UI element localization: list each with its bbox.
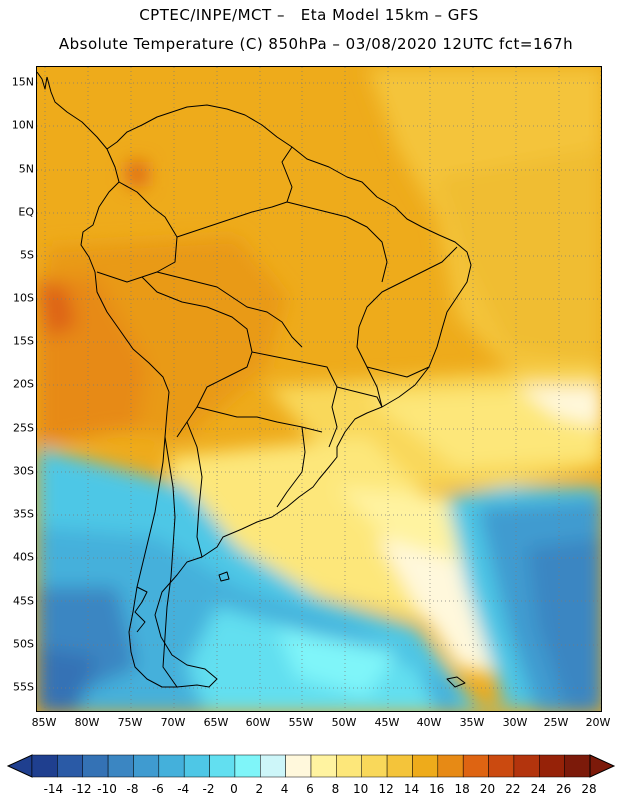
colorbar-tick-label: -4 [177,782,190,796]
colorbar-tick-label: -14 [43,782,64,796]
colorbar-tick-label: -8 [126,782,139,796]
colorbar-tick-label: 16 [429,782,445,796]
map-title-line2: Absolute Temperature (C) 850hPa – 03/08/… [58,35,574,53]
colorbar-cell [386,754,413,778]
lon-label-50w: 50W [331,716,357,729]
colorbar-cell [310,754,337,778]
lat-label-20s: 20S [13,377,34,391]
colorbar-cell [31,754,58,778]
lat-label-eq: EQ [18,205,34,219]
colorbar-tick-label: 12 [378,782,394,796]
colorbar-cell [412,754,439,778]
lat-label-50s: 50S [13,637,34,651]
lon-label-85w: 85W [31,716,57,729]
colorbar-cell [82,754,109,778]
colorbar-tick-label: -6 [151,782,164,796]
colorbar-tick-label: 10 [353,782,369,796]
colorbar-tick-label: 22 [505,782,521,796]
lon-label-45w: 45W [374,716,400,729]
lat-label-10s: 10S [13,291,34,305]
colorbar-cell [488,754,515,778]
colorbar-tick-label: 4 [280,782,289,796]
lat-label-15n: 15N [11,75,34,89]
colorbar-tick-label: 28 [581,782,597,796]
colorbar-cell [462,754,489,778]
lon-label-25w: 25W [543,716,569,729]
lat-label-10n: 10N [11,118,34,132]
colorbar-tick-label: 14 [403,782,420,796]
colorbar-cell [107,754,134,778]
lat-label-30s: 30S [13,464,34,478]
colorbar-cell [513,754,540,778]
lon-label-40w: 40W [416,716,442,729]
colorbar-cells [31,754,591,778]
colorbar-high-arrow [589,754,616,778]
lon-label-70w: 70W [160,716,186,729]
colorbar-tick-label: -10 [97,782,117,796]
colorbar-tick-label: 26 [555,782,572,796]
colorbar-cell [209,754,236,778]
lon-label-65w: 65W [203,716,229,729]
colorbar [6,754,616,778]
colorbar-cell [57,754,83,778]
colorbar-tick-label: 2 [255,782,264,796]
lat-label-5s: 5S [20,248,34,262]
temperature-map [36,66,602,712]
colorbar-cell [437,754,464,778]
colorbar-cell [285,754,312,778]
lat-label-55s: 55S [13,680,34,694]
lat-label-15s: 15S [13,334,34,348]
lon-label-35w: 35W [459,716,485,729]
colorbar-tick-label: 0 [230,782,238,796]
colorbar-tick-label: -12 [71,782,92,796]
colorbar-tick-label: -2 [202,782,215,796]
colorbar-cell [234,754,261,778]
lon-label-30w: 30W [502,716,528,729]
colorbar-tick-label: 8 [331,782,340,796]
colorbar-cell [133,754,160,778]
lat-label-35s: 35S [13,507,34,521]
colorbar-tick-label: 6 [306,782,314,796]
lon-label-55w: 55W [288,716,314,729]
lon-label-75w: 75W [117,716,143,729]
coastline [37,71,472,688]
colorbar-tick-label: 24 [530,782,546,796]
colorbar-cell [336,754,362,778]
colorbar-cell [158,754,185,778]
lat-label-40s: 40S [13,550,34,564]
colorbar-low-arrow [6,754,33,778]
lat-label-25s: 25S [13,421,34,435]
colorbar-cell [539,754,565,778]
colorbar-tick-label: 20 [479,782,496,796]
colorbar-cell [564,754,591,778]
colorbar-cell [183,754,210,778]
colorbar-cell [260,754,286,778]
lon-label-60w: 60W [245,716,271,729]
lat-label-5n: 5N [18,162,34,176]
map-title-line1: CPTEC/INPE/MCT – Eta Model 15km – GFS [139,6,479,24]
colorbar-cell [361,754,388,778]
lat-label-45s: 45S [13,594,34,608]
temperature-field [37,67,601,711]
lon-label-80w: 80W [74,716,100,729]
lon-label-20w: 20W [585,716,611,729]
colorbar-tick-label: 18 [454,782,470,796]
